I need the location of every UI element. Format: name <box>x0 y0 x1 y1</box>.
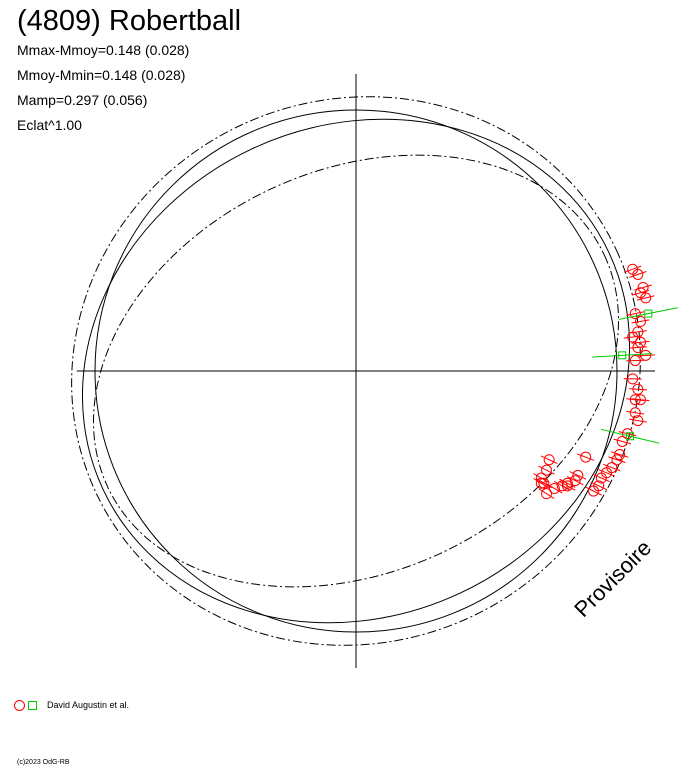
error-bar-0-0 <box>624 265 642 273</box>
error-bar-0-6 <box>631 319 650 324</box>
data-point-circle <box>572 469 584 481</box>
data-point-square <box>626 432 635 441</box>
data-point-circle <box>634 394 646 406</box>
error-bar-0-12 <box>626 359 645 362</box>
data-point-circle <box>634 315 646 327</box>
data-point-circle <box>611 454 623 466</box>
error-bar-0-38 <box>538 465 555 475</box>
data-point-circle <box>632 415 644 427</box>
error-bar-0-18 <box>628 418 647 423</box>
reference-curve-3 <box>71 96 641 646</box>
legend: David Augustin et al. <box>14 698 129 712</box>
reference-curve-1 <box>94 109 618 633</box>
error-bar-0-8 <box>623 335 642 339</box>
error-bar-0-25 <box>592 473 610 483</box>
data-point-circle <box>538 477 550 489</box>
error-bar-0-34 <box>538 488 555 499</box>
data-points <box>533 263 678 500</box>
legend-square-icon <box>28 700 37 710</box>
error-bar-0-32 <box>554 481 571 491</box>
axes <box>76 74 655 668</box>
error-bar-0-26 <box>590 481 608 491</box>
error-bar-0-9 <box>631 340 650 344</box>
data-point-circle <box>541 464 553 476</box>
data-point-circle <box>640 349 652 361</box>
data-point-circle <box>535 472 547 484</box>
error-bar-0-39 <box>535 478 552 489</box>
data-point-circle <box>541 488 553 500</box>
error-bar-0-24 <box>598 468 616 477</box>
data-point-circle <box>627 331 639 343</box>
data-point-square <box>644 309 653 318</box>
stat-max-minus-mean: Mmax-Mmoy=0.148 (0.028) <box>17 42 190 58</box>
data-point-square <box>618 351 627 360</box>
error-bar-0-33 <box>546 483 563 494</box>
data-point-circle <box>614 449 626 461</box>
data-point-circle <box>632 342 644 354</box>
data-point-circle <box>629 308 641 320</box>
stat-eclat: Eclat^1.00 <box>17 117 82 133</box>
data-point-circle <box>629 355 641 367</box>
reference-curves <box>71 96 641 646</box>
data-point-circle <box>595 472 607 484</box>
error-bar-0-13 <box>623 378 642 380</box>
error-bar-0-1 <box>629 271 647 278</box>
reference-curve-2 <box>81 118 631 624</box>
data-point-circle <box>588 485 600 497</box>
data-point-circle <box>580 451 592 463</box>
error-bar-0-29 <box>566 476 584 486</box>
error-bar-0-16 <box>631 398 650 402</box>
data-point-circle <box>556 480 568 492</box>
error-bar-0-10 <box>628 346 647 349</box>
error-bar-0-40 <box>577 453 595 461</box>
data-point-circle <box>637 281 649 293</box>
error-bar-0-11 <box>636 354 655 357</box>
copyright: (c)2023 OdG-RB <box>17 759 70 766</box>
error-bar-0-27 <box>585 486 602 496</box>
data-point-circle <box>632 268 644 280</box>
error-bar-0-36 <box>533 473 550 483</box>
chart-title: (4809) Robertball <box>17 5 242 37</box>
error-bar-0-37 <box>540 455 558 464</box>
data-point-circle <box>569 475 581 487</box>
error-bar-0-22 <box>608 456 626 464</box>
data-point-circle <box>543 454 555 466</box>
error-bar-0-3 <box>636 295 655 301</box>
data-point-circle <box>616 435 628 447</box>
error-bar-1-0 <box>618 307 678 320</box>
error-bar-0-4 <box>634 284 652 291</box>
legend-circle-icon <box>14 699 25 711</box>
data-point-circle <box>627 373 639 385</box>
error-bar-0-21 <box>610 451 629 458</box>
error-bar-1-1 <box>592 353 653 358</box>
error-bar-0-5 <box>626 311 645 316</box>
error-bar-1-2 <box>600 428 660 444</box>
error-bar-0-17 <box>626 410 645 415</box>
data-point-circle <box>632 383 644 395</box>
data-point-circle <box>640 292 652 304</box>
error-bar-0-20 <box>613 438 632 445</box>
legend-label: David Augustin et al. <box>47 700 130 710</box>
data-point-circle <box>621 428 633 440</box>
data-point-circle <box>629 407 641 419</box>
error-bar-0-23 <box>603 463 621 472</box>
stat-amplitude: Mamp=0.297 (0.056) <box>17 92 148 108</box>
error-bar-0-7 <box>628 330 647 334</box>
stat-mean-minus-min: Mmoy-Mmin=0.148 (0.028) <box>17 67 186 83</box>
error-bar-0-28 <box>569 471 587 480</box>
error-bar-0-14 <box>628 388 647 391</box>
data-point-circle <box>548 482 560 494</box>
reference-curve-4 <box>93 154 619 588</box>
